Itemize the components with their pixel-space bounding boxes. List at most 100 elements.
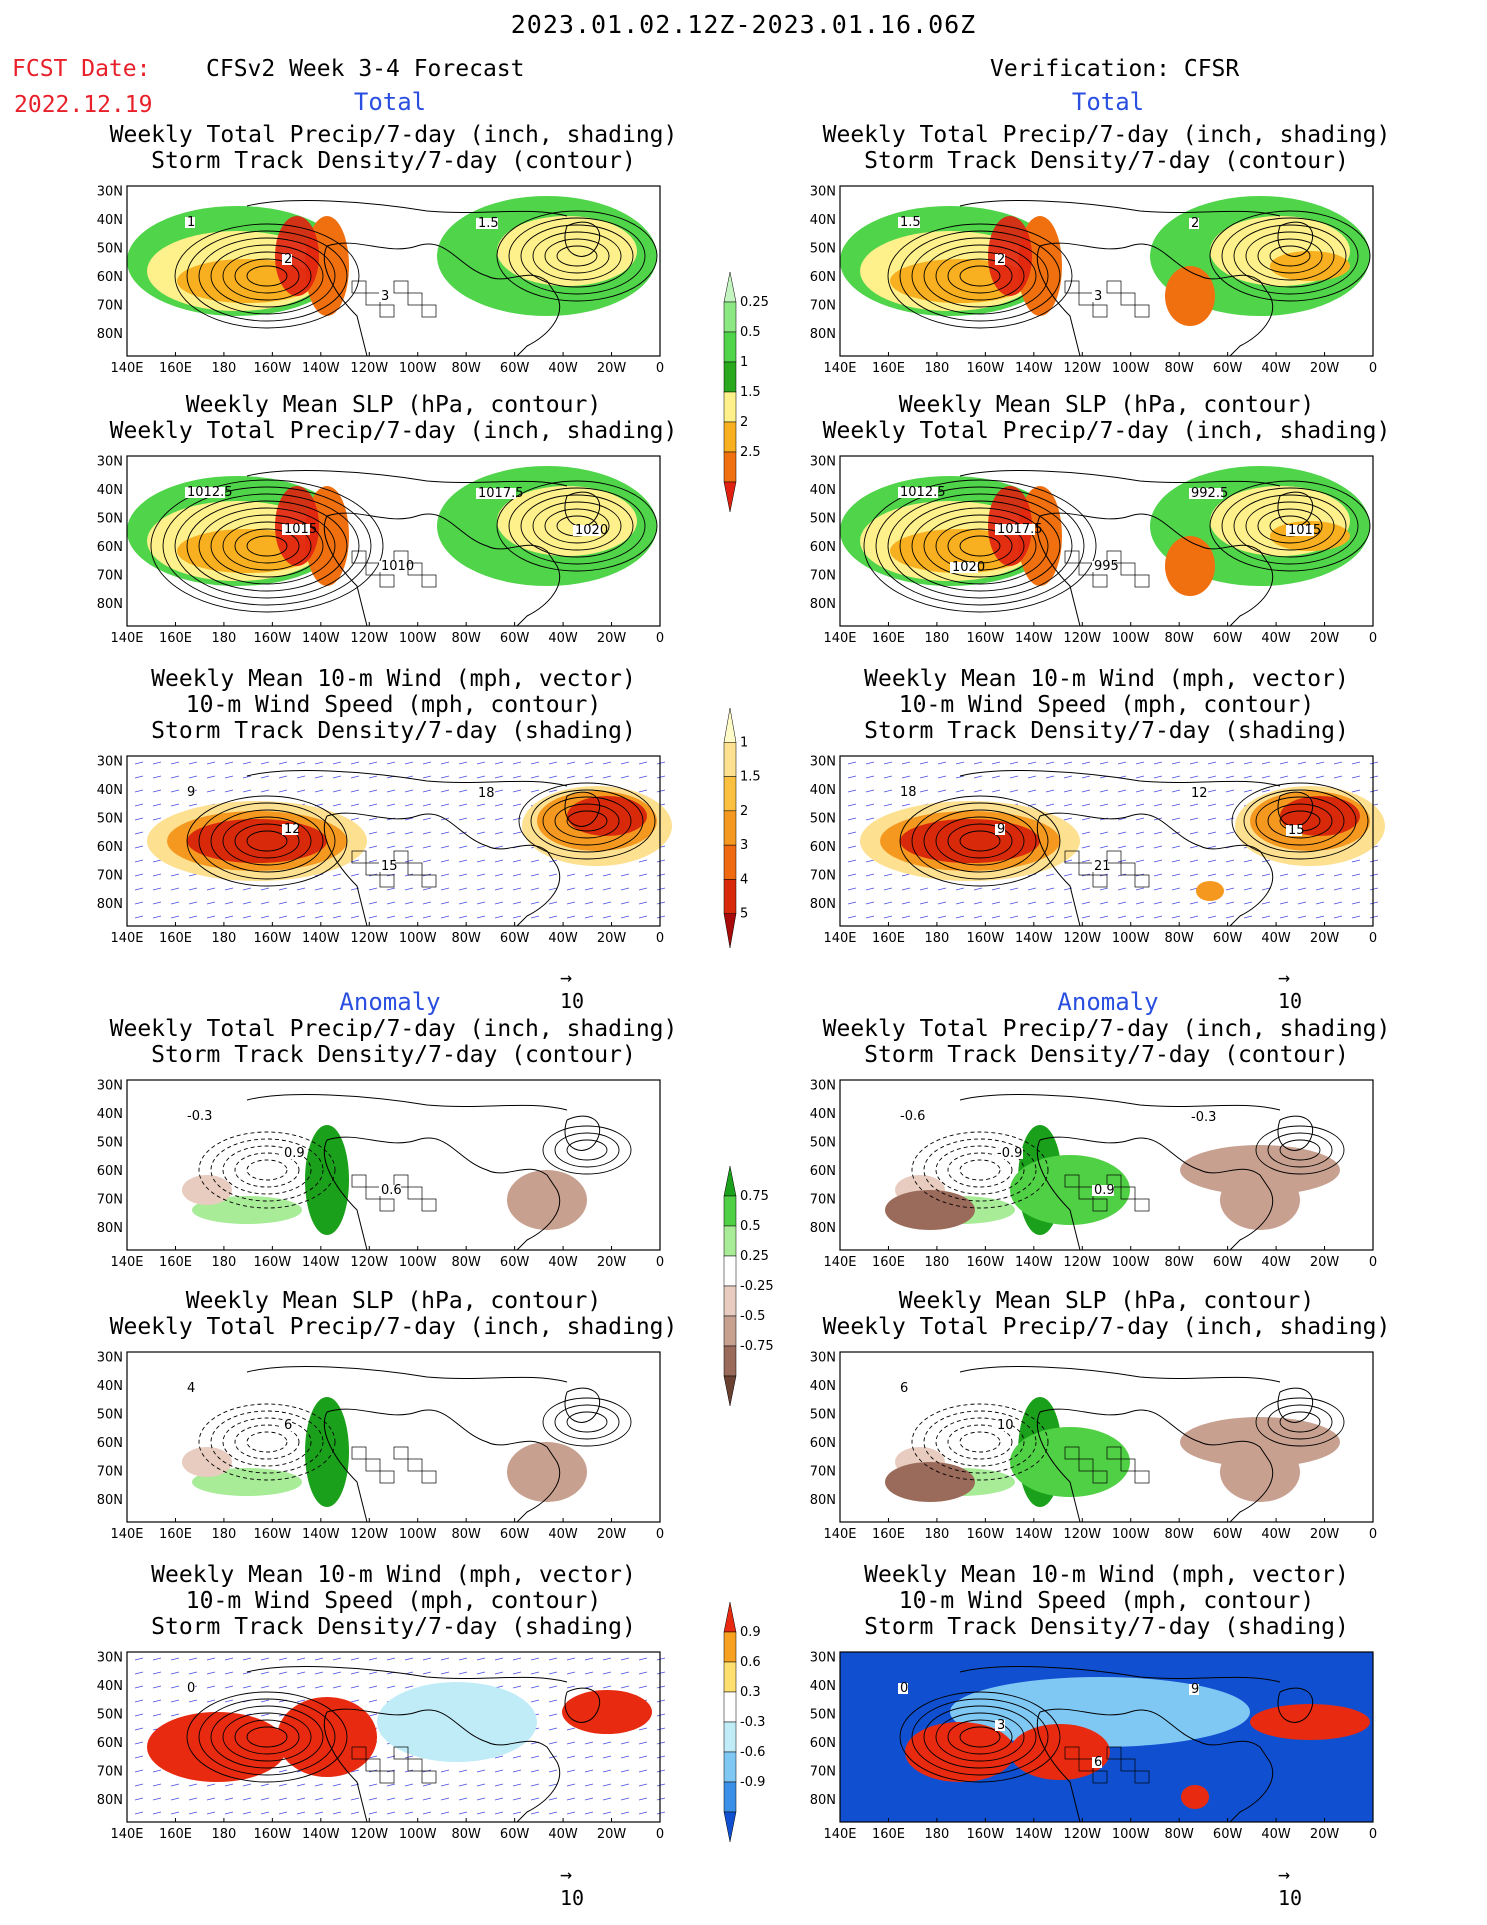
lon-tick-label: 180 (924, 631, 949, 646)
verification-anom-wind-panel: 80N 70N 60N 50N 40N 30N 140E 160E 180 160W 140W 120… (795, 1644, 1398, 1850)
colorbar-label: 2 (740, 415, 748, 430)
colorbar-swatch (723, 1691, 737, 1723)
colorbar-precip-anom: 0.75 0.5 0.25 -0.25 -0.5 -0.75 (718, 1166, 778, 1436)
lat-tick-label: 50N (810, 512, 836, 527)
lon-tick-label: 160W (254, 631, 292, 646)
lon-tick-label: 40W (548, 1827, 578, 1842)
lat-tick-label: 40N (97, 1679, 123, 1694)
forecast-slp-precip-title-line: Weekly Mean SLP (hPa, contour) (185, 392, 602, 418)
lat-tick-label: 50N (97, 1408, 123, 1423)
lon-tick-label: 60W (1213, 631, 1243, 646)
lat-tick-label: 60N (97, 540, 123, 555)
lon-tick-label: 120W (350, 931, 388, 946)
vector-ref-left-top: → 10 (560, 965, 585, 1013)
lat-tick-label: 70N (97, 869, 123, 884)
contour-label: 18 (900, 785, 917, 800)
section-anomaly-right: Anomaly (1057, 988, 1159, 1016)
lat-tick-label: 60N (810, 840, 836, 855)
colorbar-label: 0.75 (740, 1189, 769, 1204)
contour-label: 1.5 (478, 216, 499, 231)
forecast-anom-wind-panel: 80N 70N 60N 50N 40N 30N 140E 160E 180 160W 140W 120… (82, 1644, 685, 1850)
lon-tick-label: 0 (656, 361, 664, 376)
forecast-precip-storm-title-line: Storm Track Density/7-day (contour) (151, 148, 636, 174)
lon-tick-label: 140E (110, 631, 143, 646)
lon-tick-label: 140E (110, 1527, 143, 1542)
contour-label: 6 (900, 1381, 908, 1396)
colorbar-precip-total: 0.25 0.5 1 1.5 2 2.5 (718, 272, 778, 542)
forecast-precip-storm-panel: 80N 70N 60N 50N 40N 30N 140E 160E 180 160W 140W 120… (82, 178, 685, 384)
lat-tick-label: 70N (97, 1193, 123, 1208)
colorbar-storm-anom: 0.9 0.6 0.3 -0.3 -0.6 -0.9 (718, 1602, 778, 1872)
verification-slp-precip-title-line: Weekly Total Precip/7-day (inch, shading… (822, 418, 1391, 444)
lon-tick-label: 20W (597, 931, 627, 946)
verification-slp-precip-title-line: Weekly Mean SLP (hPa, contour) (898, 392, 1315, 418)
colorbar-swatch (723, 272, 737, 303)
lon-tick-label: 20W (597, 1255, 627, 1270)
colorbar-label: -0.3 (740, 1715, 765, 1730)
colorbar-swatch (723, 776, 737, 812)
verification-anom-wind-title-line: Storm Track Density/7-day (shading) (864, 1614, 1349, 1640)
lon-tick-label: 140E (823, 1827, 856, 1842)
lon-tick-label: 140E (823, 631, 856, 646)
lon-tick-label: 140E (110, 1827, 143, 1842)
contour-label: 4 (187, 1381, 195, 1396)
lon-tick-label: 80W (1164, 631, 1194, 646)
verification-wind-title-line: 10-m Wind Speed (mph, contour) (898, 692, 1315, 718)
lon-tick-label: 120W (350, 1255, 388, 1270)
lon-tick-label: 120W (350, 1527, 388, 1542)
verification-anom-slp-precip-title-line: Weekly Total Precip/7-day (inch, shading… (822, 1314, 1391, 1340)
lon-tick-label: 140W (1015, 361, 1053, 376)
contour-label: 1020 (952, 560, 985, 575)
lat-tick-label: 40N (97, 1379, 123, 1394)
lon-tick-label: 100W (399, 1527, 437, 1542)
colorbar-label: -0.9 (740, 1775, 765, 1790)
lon-tick-label: 160E (159, 361, 192, 376)
lon-tick-label: 0 (656, 931, 664, 946)
lat-tick-label: 80N (810, 597, 836, 612)
contour-label: 9 (997, 822, 1005, 837)
lon-tick-label: 100W (399, 1827, 437, 1842)
lat-tick-label: 50N (97, 242, 123, 257)
lat-tick-label: 30N (97, 1079, 123, 1094)
colorbar-label: 3 (740, 838, 748, 853)
lat-tick-label: 30N (810, 185, 836, 200)
lat-tick-label: 50N (810, 1408, 836, 1423)
contour-label: 3 (1094, 289, 1102, 304)
contour-label: 0.6 (381, 1183, 402, 1198)
colorbar-swatch (723, 421, 737, 453)
lon-tick-label: 80W (1164, 1527, 1194, 1542)
forecast-precip-storm-title-line: Weekly Total Precip/7-day (inch, shading… (109, 122, 678, 148)
lon-tick-label: 40W (1261, 1827, 1291, 1842)
lon-tick-label: 0 (656, 631, 664, 646)
lon-tick-label: 100W (1112, 361, 1150, 376)
lon-tick-label: 20W (1310, 1255, 1340, 1270)
lon-tick-label: 160W (254, 1255, 292, 1270)
contour-label: 18 (478, 786, 495, 801)
forecast-anom-slp-precip-title-line: Weekly Mean SLP (hPa, contour) (185, 1288, 602, 1314)
verification-anom-slp-precip-title-line: Weekly Mean SLP (hPa, contour) (898, 1288, 1315, 1314)
lat-tick-label: 60N (97, 270, 123, 285)
colorbar-swatch (723, 1811, 737, 1843)
contour-label: 6 (284, 1418, 292, 1433)
lon-tick-label: 100W (399, 361, 437, 376)
verification-anom-slp-precip-panel: 80N 70N 60N 50N 40N 30N 140E 160E 180 160W 140W 120… (795, 1344, 1398, 1550)
lon-tick-label: 100W (399, 931, 437, 946)
lat-tick-label: 50N (810, 242, 836, 257)
lat-tick-label: 70N (810, 1193, 836, 1208)
lat-tick-label: 60N (97, 1164, 123, 1179)
lon-tick-label: 60W (500, 931, 530, 946)
lon-tick-label: 140W (302, 631, 340, 646)
verification-wind-panel: 80N 70N 60N 50N 40N 30N 140E 160E 180 160W 140W 120… (795, 748, 1398, 954)
contour-label: 3 (381, 289, 389, 304)
lon-tick-label: 20W (597, 361, 627, 376)
colorbar-label: 0.3 (740, 1685, 761, 1700)
lon-tick-label: 20W (597, 631, 627, 646)
forecast-wind-title-line: Weekly Mean 10-m Wind (mph, vector) (151, 666, 636, 692)
colorbar-label: 0.5 (740, 325, 761, 340)
lat-tick-label: 30N (810, 455, 836, 470)
lat-tick-label: 50N (810, 812, 836, 827)
lon-tick-label: 140E (823, 361, 856, 376)
colorbar-label: 0.25 (740, 1249, 769, 1264)
lon-tick-label: 160W (967, 631, 1005, 646)
verification-title: Verification: CFSR (990, 56, 1240, 82)
